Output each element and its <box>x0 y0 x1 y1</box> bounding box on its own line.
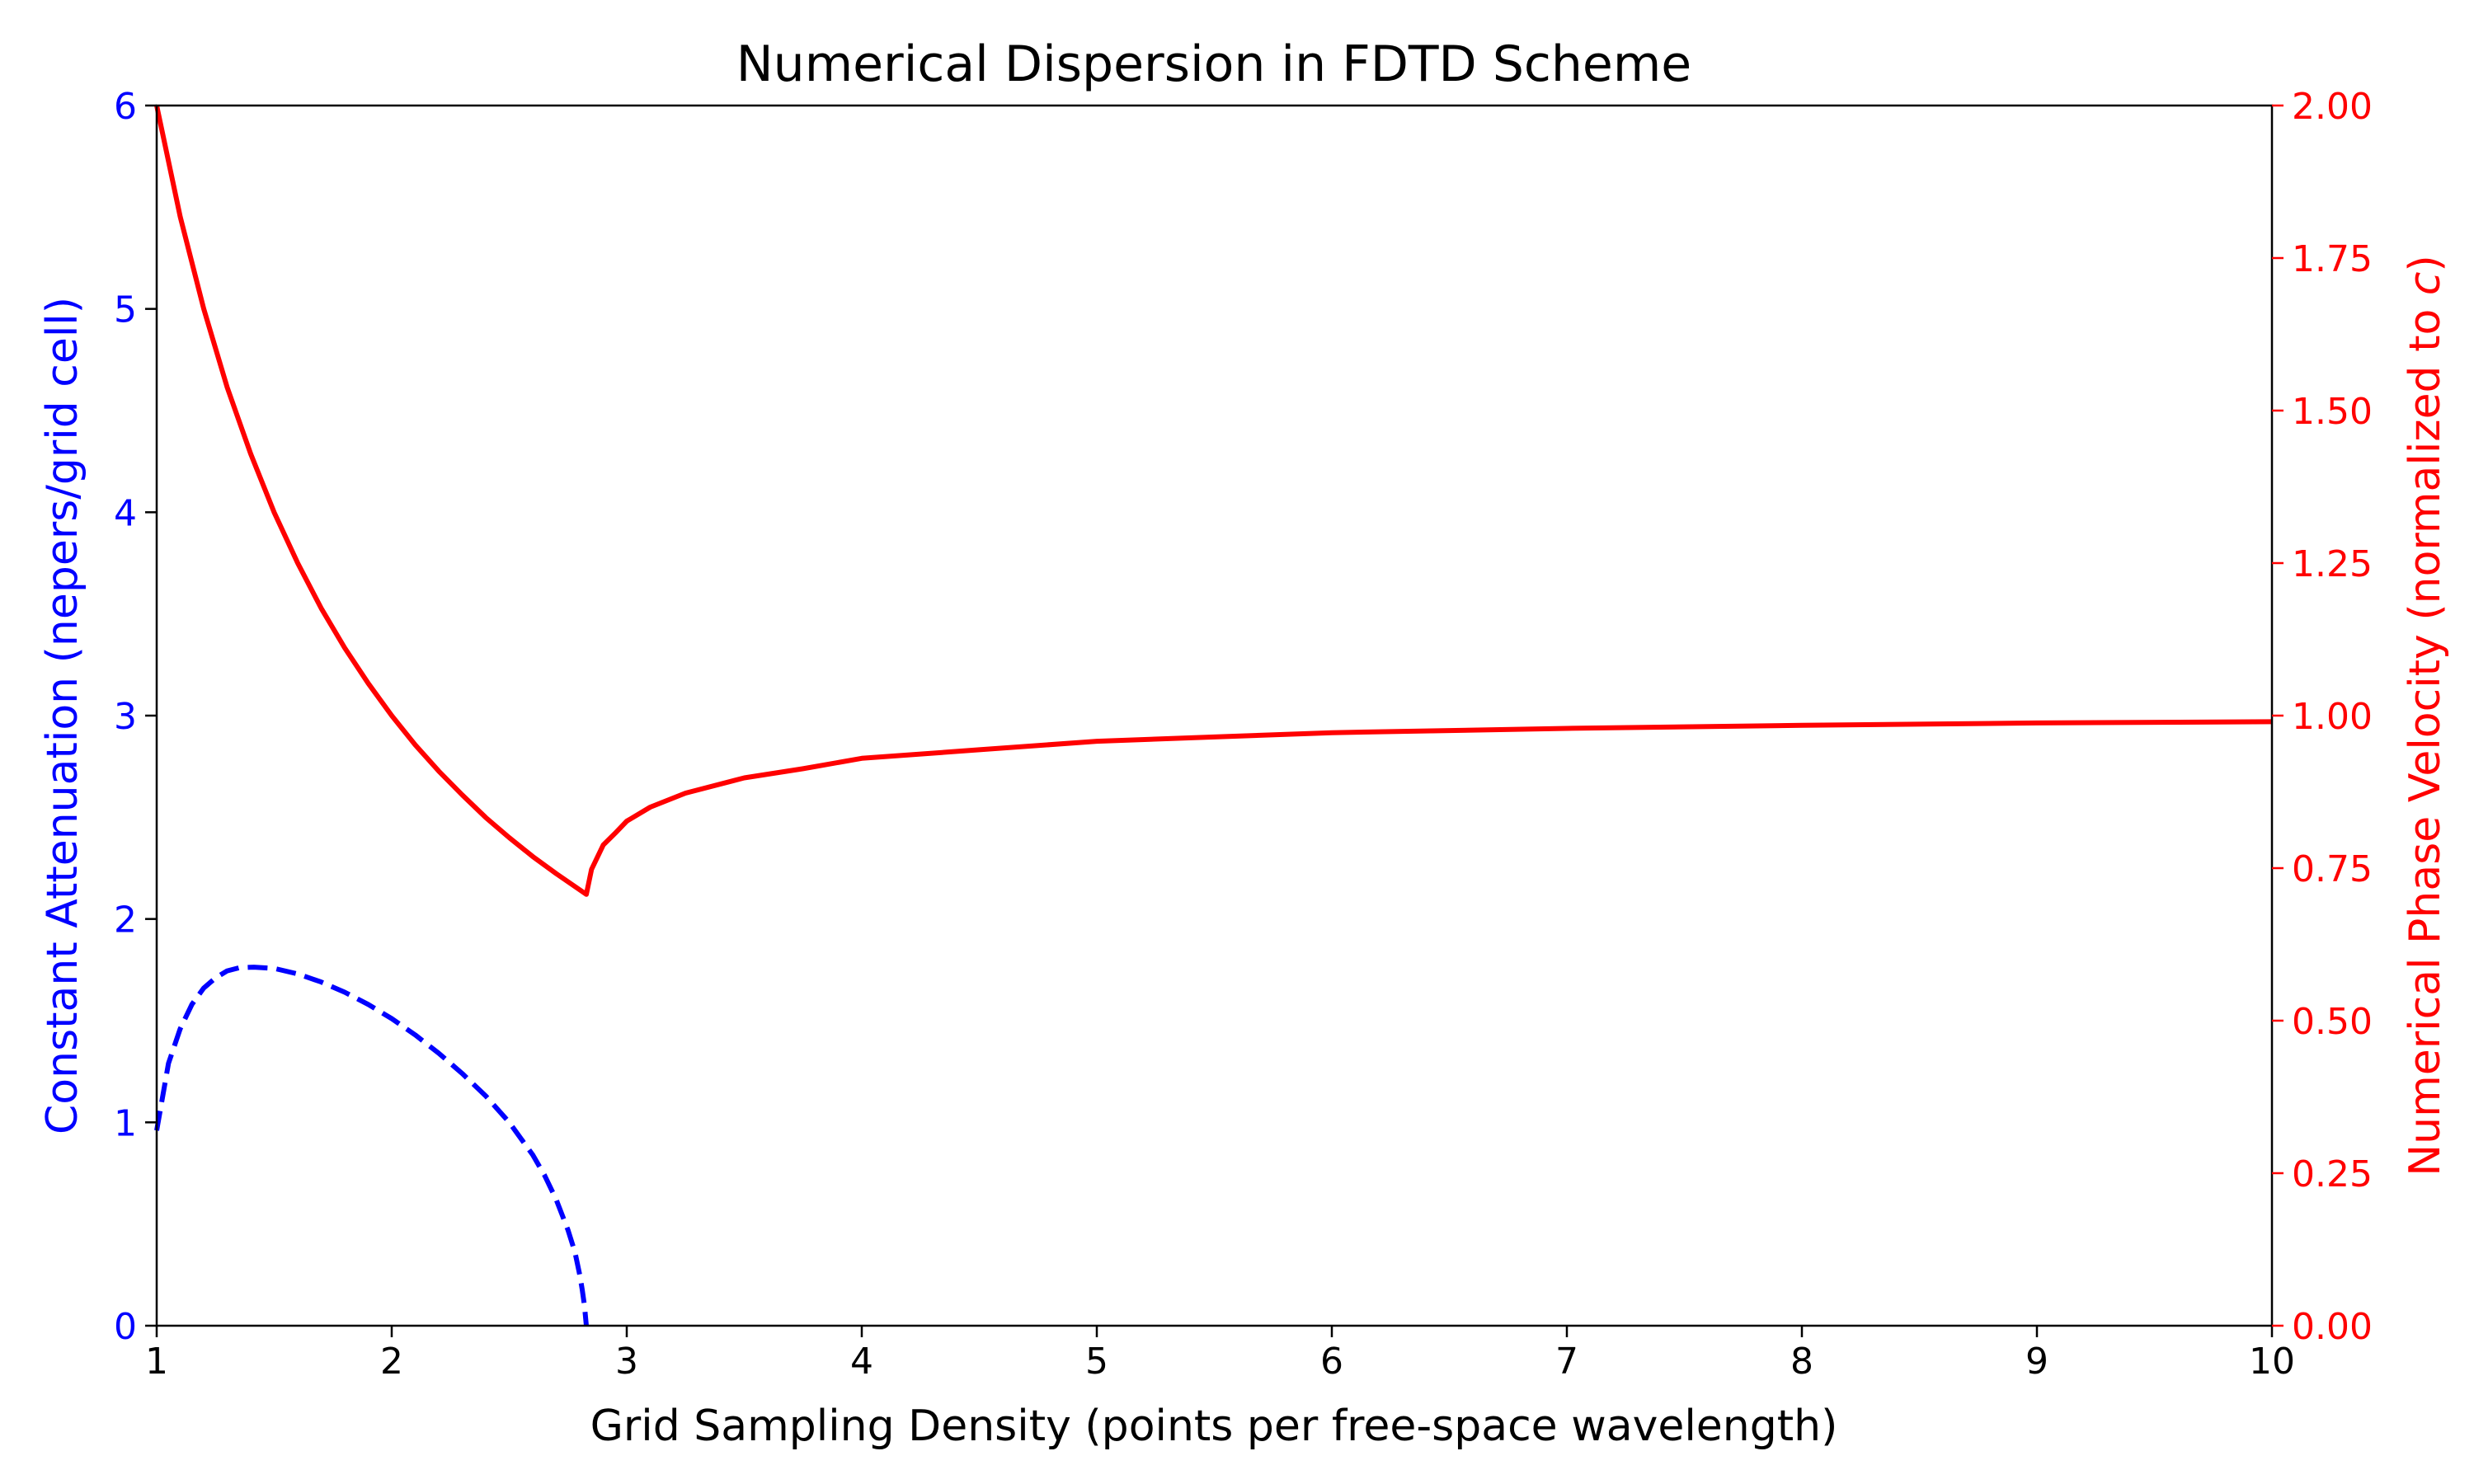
series-layer <box>154 105 2273 1327</box>
y-right-tick-label: 0.75 <box>2292 848 2373 890</box>
y-right-tick-label: 1.75 <box>2292 238 2373 280</box>
y-right-tick-label: 1.00 <box>2292 696 2373 738</box>
y-right-axis-label: Numerical Phase Velocity (normalized to … <box>2401 255 2450 1176</box>
y-right-tick-label: 0.00 <box>2292 1306 2373 1348</box>
x-axis-ticks: 1 2 3 4 5 6 7 8 9 10 <box>145 1326 2295 1383</box>
series-line-left-0 <box>154 965 589 1327</box>
y-right-tick-label: 2.00 <box>2292 86 2373 128</box>
x-tick-label: 3 <box>615 1341 638 1383</box>
x-tick-label: 6 <box>1320 1341 1343 1383</box>
x-tick-label: 7 <box>1555 1341 1578 1383</box>
y-left-tick-label: 1 <box>114 1102 137 1144</box>
y-right-axis-ticks: 0.00 0.25 0.50 0.75 1.00 1.25 1.50 1.75 2.00 <box>2272 86 2373 1348</box>
x-tick-label: 5 <box>1085 1341 1108 1383</box>
x-tick-label: 1 <box>145 1341 168 1383</box>
plot-frame <box>155 104 2274 1327</box>
y-left-axis-ticks: 0 1 2 3 4 5 6 <box>114 86 157 1348</box>
y-left-tick-label: 3 <box>114 696 137 738</box>
y-left-tick-label: 2 <box>114 899 137 942</box>
y-right-tick-label: 0.50 <box>2292 1001 2373 1043</box>
x-axis-label: Grid Sampling Density (points per free-s… <box>590 1402 1838 1451</box>
y-right-tick-label: 1.50 <box>2292 391 2373 433</box>
y-left-tick-label: 6 <box>114 86 137 128</box>
y-right-tick-label: 0.25 <box>2292 1153 2373 1195</box>
y-right-label-suffix: ) <box>2401 255 2450 271</box>
x-tick-label: 9 <box>2025 1341 2048 1383</box>
y-left-axis-label: Constant Attenuation (nepers/grid cell) <box>38 297 87 1134</box>
y-right-label-prefix: Numerical Phase Velocity (normalized to <box>2401 295 2450 1176</box>
y-right-tick-label: 1.25 <box>2292 543 2373 585</box>
y-left-tick-label: 5 <box>114 289 137 331</box>
y-left-tick-label: 4 <box>114 492 137 534</box>
x-tick-label: 10 <box>2249 1341 2295 1383</box>
x-tick-label: 2 <box>380 1341 403 1383</box>
x-tick-label: 8 <box>1790 1341 1813 1383</box>
chart-title: Numerical Dispersion in FDTD Scheme <box>736 35 1691 93</box>
y-left-tick-label: 0 <box>114 1306 137 1348</box>
x-tick-label: 4 <box>850 1341 873 1383</box>
y-right-label-variable: c <box>2401 272 2450 296</box>
series-line-right-1 <box>154 105 2273 897</box>
